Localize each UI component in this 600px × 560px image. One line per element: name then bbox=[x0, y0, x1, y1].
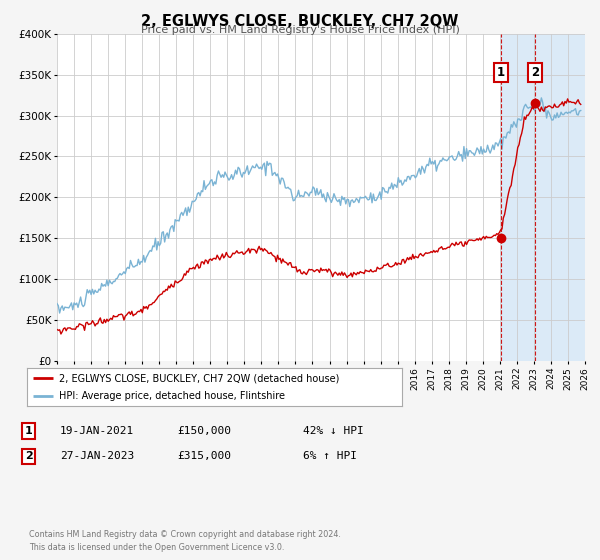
Text: £315,000: £315,000 bbox=[177, 451, 231, 461]
Text: 27-JAN-2023: 27-JAN-2023 bbox=[60, 451, 134, 461]
Text: 2: 2 bbox=[531, 67, 539, 80]
Text: £150,000: £150,000 bbox=[177, 426, 231, 436]
Bar bbox=[500, 34, 585, 361]
Text: 19-JAN-2021: 19-JAN-2021 bbox=[60, 426, 134, 436]
Text: 2, EGLWYS CLOSE, BUCKLEY, CH7 2QW (detached house): 2, EGLWYS CLOSE, BUCKLEY, CH7 2QW (detac… bbox=[59, 373, 339, 383]
Text: Contains HM Land Registry data © Crown copyright and database right 2024.: Contains HM Land Registry data © Crown c… bbox=[29, 530, 341, 539]
Text: Price paid vs. HM Land Registry's House Price Index (HPI): Price paid vs. HM Land Registry's House … bbox=[140, 25, 460, 35]
Text: 42% ↓ HPI: 42% ↓ HPI bbox=[303, 426, 364, 436]
Text: 2, EGLWYS CLOSE, BUCKLEY, CH7 2QW: 2, EGLWYS CLOSE, BUCKLEY, CH7 2QW bbox=[142, 14, 458, 29]
Text: 1: 1 bbox=[25, 426, 32, 436]
Text: 1: 1 bbox=[497, 67, 505, 80]
Text: HPI: Average price, detached house, Flintshire: HPI: Average price, detached house, Flin… bbox=[59, 391, 285, 401]
Text: This data is licensed under the Open Government Licence v3.0.: This data is licensed under the Open Gov… bbox=[29, 543, 284, 552]
Text: 6% ↑ HPI: 6% ↑ HPI bbox=[303, 451, 357, 461]
Text: 2: 2 bbox=[25, 451, 32, 461]
